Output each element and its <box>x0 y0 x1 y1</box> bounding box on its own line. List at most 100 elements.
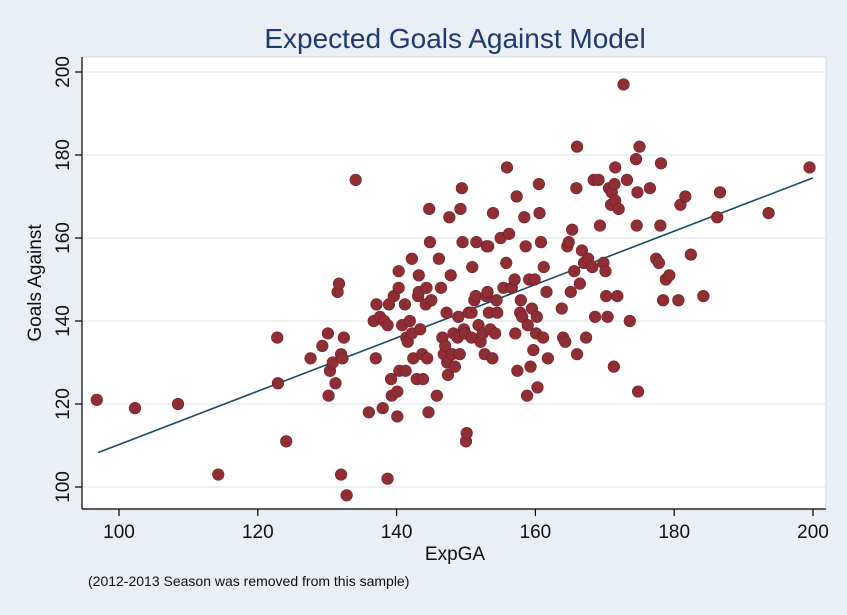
data-point <box>376 402 389 415</box>
data-point <box>620 173 634 186</box>
data-point <box>337 331 350 344</box>
data-point <box>420 281 433 294</box>
data-point <box>532 177 545 191</box>
data-point <box>656 294 670 307</box>
data-point <box>486 207 500 220</box>
data-point <box>391 385 404 398</box>
data-point <box>128 402 142 415</box>
data-point <box>456 236 469 249</box>
data-point <box>412 269 425 282</box>
data-point <box>508 273 521 286</box>
data-point <box>469 290 482 303</box>
data-point <box>454 202 467 216</box>
data-point <box>392 265 405 278</box>
y-ticks: 100 120 140 160 180 200 <box>53 56 82 503</box>
data-point <box>421 352 434 365</box>
data-point <box>533 207 546 220</box>
data-point <box>519 240 532 253</box>
data-point <box>443 211 456 224</box>
data-point <box>316 339 329 353</box>
data-point <box>608 177 621 191</box>
data-point <box>713 186 727 199</box>
y-tick-label: 160 <box>53 222 74 254</box>
y-tick-label: 120 <box>53 388 74 420</box>
data-point <box>762 207 775 220</box>
data-point <box>369 352 382 365</box>
data-point <box>630 219 643 232</box>
data-point <box>514 294 527 307</box>
data-point <box>439 339 452 353</box>
data-point <box>652 256 666 270</box>
data-point <box>90 393 103 406</box>
data-point <box>803 161 816 174</box>
data-point <box>403 314 416 328</box>
data-point <box>579 331 593 344</box>
data-point <box>609 161 622 174</box>
data-point <box>612 202 625 216</box>
data-point <box>524 360 537 373</box>
data-point <box>460 426 473 440</box>
data-point <box>672 294 685 307</box>
data-point <box>559 335 572 348</box>
data-point <box>448 360 461 373</box>
x-ticks: 100 120 140 160 180 200 <box>103 509 829 543</box>
data-point <box>334 468 348 481</box>
data-point <box>392 281 405 294</box>
data-point <box>593 219 607 232</box>
data-point <box>511 364 524 377</box>
data-point <box>482 240 495 253</box>
chart-note: (2012-2013 Season was removed from this … <box>88 573 409 589</box>
y-tick-label: 180 <box>53 139 74 171</box>
data-point <box>530 310 543 323</box>
data-point <box>632 385 645 398</box>
data-point <box>414 323 427 336</box>
data-point <box>599 265 612 278</box>
data-point <box>381 319 394 332</box>
data-point <box>607 360 620 373</box>
data-point <box>509 327 522 340</box>
data-point <box>575 244 588 257</box>
data-point <box>518 211 531 224</box>
data-point <box>381 472 394 485</box>
data-point <box>470 236 483 249</box>
data-point <box>440 306 453 319</box>
data-point <box>534 236 548 249</box>
y-axis-label: Goals Against <box>25 224 46 342</box>
data-point <box>566 223 579 236</box>
data-point <box>171 397 185 411</box>
data-point <box>697 290 710 303</box>
data-point <box>536 331 550 344</box>
data-point <box>455 182 468 195</box>
data-point <box>336 352 349 365</box>
data-point <box>570 140 584 153</box>
data-point <box>537 260 550 274</box>
data-point <box>370 298 383 311</box>
data-point <box>500 256 513 270</box>
data-point <box>329 377 342 390</box>
data-point <box>465 306 478 319</box>
data-point <box>405 252 418 265</box>
data-point <box>555 302 568 315</box>
data-point <box>586 260 599 274</box>
data-point <box>562 236 575 249</box>
data-point <box>322 389 335 402</box>
data-point <box>430 389 443 402</box>
data-point <box>423 202 436 216</box>
x-tick-label: 200 <box>797 522 829 543</box>
data-point <box>654 157 668 170</box>
data-point <box>623 314 636 328</box>
data-point <box>422 406 435 419</box>
data-point <box>521 319 534 332</box>
data-point <box>643 182 657 195</box>
data-point <box>617 78 630 91</box>
data-point <box>416 373 430 386</box>
data-point <box>520 389 534 402</box>
data-point <box>384 373 398 386</box>
data-point <box>425 294 438 307</box>
data-point <box>349 173 362 186</box>
data-point <box>486 352 499 365</box>
data-point <box>654 219 667 232</box>
data-point <box>332 277 346 290</box>
data-point <box>434 281 448 294</box>
